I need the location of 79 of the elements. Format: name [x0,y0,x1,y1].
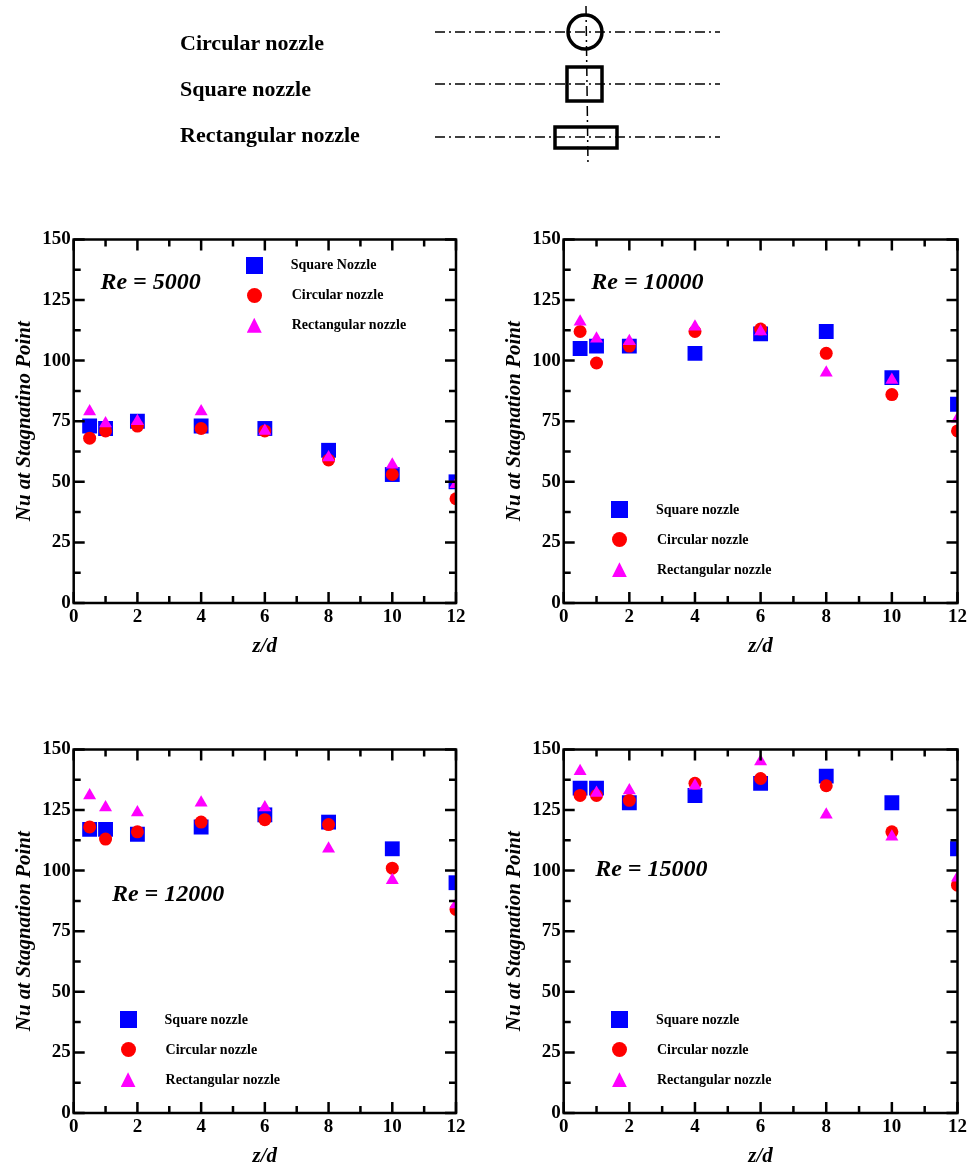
y-tick-label: 50 [541,469,561,491]
x-tick-label: 4 [196,605,207,627]
y-tick-label: 125 [42,797,71,819]
x-tick-label: 4 [690,605,701,627]
x-tick-label: 6 [260,1115,270,1137]
y-tick-label: 50 [541,979,561,1001]
y-tick-label: 0 [61,590,71,612]
text: Circular nozzle [180,30,324,56]
legend-label: Circular nozzle [656,530,749,549]
x-axis-title: z/d [747,1142,774,1162]
legend-label: Square Nozzle [290,256,377,275]
y-axis-title: Nu at Stagnatino Point [11,319,36,523]
y-tick-label: 100 [42,858,71,880]
legend-label: Circular nozzle [291,286,384,305]
legend-label: Rectangular nozzle [291,316,407,335]
x-tick-label: 2 [624,1115,635,1137]
annotation: Re = 12000 [110,880,225,907]
y-tick-label: 50 [51,469,71,491]
annotation: Re = 15000 [594,854,708,881]
x-tick-label: 10 [382,605,402,627]
y-tick-label: 150 [532,737,561,759]
y-tick-label: 25 [51,1040,71,1062]
x-tick-label: 4 [196,1115,207,1137]
y-tick-label: 100 [42,348,71,370]
y-tick-label: 50 [51,979,71,1001]
x-tick-label: 4 [690,1115,701,1137]
legend-label: Square nozzle [164,1010,248,1029]
x-tick-label: 10 [882,1115,902,1137]
legend-label: Rectangular nozzle [656,1070,772,1089]
x-tick-label: 2 [132,1115,143,1137]
y-tick-label: 125 [532,797,561,819]
x-axis-title: z/d [251,1142,278,1162]
x-tick-label: 8 [821,605,831,627]
y-axis-title: Nu at Stagnation Point [501,319,526,523]
y-axis-title: Nu at Stagnation Point [11,829,36,1033]
x-tick-label: 8 [323,1115,334,1137]
legend-label: Rectangular nozzle [165,1070,281,1089]
y-tick-label: 100 [532,348,561,370]
y-tick-label: 75 [51,409,71,431]
annotation: Re = 5000 [99,268,201,295]
y-tick-label: 25 [541,530,561,552]
text: Square nozzle [180,76,311,102]
annotation: Re = 10000 [590,268,704,295]
y-tick-label: 25 [51,530,71,552]
y-tick-label: 0 [551,1100,561,1122]
x-tick-label: 10 [882,605,902,627]
x-tick-label: 6 [755,1115,766,1137]
y-axis-title: Nu at Stagnation Point [501,829,526,1033]
x-tick-label: 12 [446,605,466,627]
y-tick-label: 150 [532,227,561,249]
x-tick-label: 12 [948,1115,967,1137]
y-tick-label: 75 [51,919,71,941]
x-tick-label: 8 [821,1115,831,1137]
legend-label: Rectangular nozzle [656,560,772,579]
x-tick-label: 8 [323,605,334,627]
x-tick-label: 2 [132,605,143,627]
y-tick-label: 75 [541,919,561,941]
y-tick-label: 150 [42,227,71,249]
y-tick-label: 150 [42,737,71,759]
x-axis-title: z/d [747,632,774,657]
x-tick-label: 10 [382,1115,402,1137]
y-tick-label: 125 [42,287,71,309]
y-tick-label: 100 [532,858,561,880]
x-tick-label: 6 [260,605,270,627]
legend-label: Circular nozzle [656,1040,749,1059]
legend-label: Circular nozzle [165,1040,258,1059]
y-tick-label: 125 [532,287,561,309]
y-tick-label: 0 [61,1100,71,1122]
y-tick-label: 75 [541,409,561,431]
y-tick-label: 0 [551,590,561,612]
x-tick-label: 2 [624,605,635,627]
legend-label: Square nozzle [655,1010,740,1029]
x-tick-label: 12 [948,605,967,627]
legend-label: Square nozzle [655,500,740,519]
y-tick-label: 25 [541,1040,561,1062]
text: Rectangular nozzle [180,122,360,148]
x-tick-label: 6 [755,605,766,627]
x-tick-label: 12 [446,1115,466,1137]
x-axis-title: z/d [251,632,278,657]
